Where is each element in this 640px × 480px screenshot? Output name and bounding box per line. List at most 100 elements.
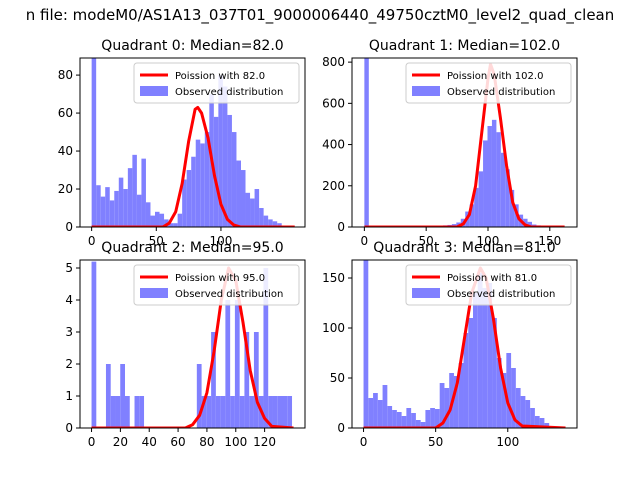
hist-bar	[115, 396, 120, 428]
hist-bar	[225, 300, 230, 428]
hist-bar	[120, 364, 125, 428]
hist-bar	[483, 288, 488, 428]
y-tick-label: 1	[65, 389, 73, 403]
hist-bar	[525, 400, 530, 428]
y-tick-label: 600	[322, 96, 345, 110]
hist-bar	[250, 199, 255, 227]
hist-bar	[425, 410, 430, 428]
hist-bar	[255, 189, 260, 227]
legend-curve-label: Poission with 82.0	[175, 71, 265, 82]
hist-bar	[240, 396, 245, 428]
x-tick-label: 50	[428, 435, 443, 449]
hist-bar	[128, 168, 133, 227]
hist-bar	[249, 396, 254, 428]
legend: Poission with 102.0 Observed distribution	[406, 63, 571, 103]
y-tick-label: 50	[330, 371, 345, 385]
x-tick-label: 60	[170, 435, 185, 449]
hist-bar	[216, 396, 221, 428]
hist-bar	[406, 408, 411, 428]
subplot-0: 0 50 100020406080Quadrant 0: Median=82.0Po…	[58, 38, 305, 248]
hist-bar	[479, 171, 483, 227]
figure: n file: modeM0/AS1A13_037T01_9000006440_…	[0, 0, 640, 480]
hist-bar	[241, 170, 246, 227]
hist-bar	[232, 132, 237, 227]
legend: Poission with 82.0 Observed distribution	[134, 63, 299, 103]
hist-bar	[483, 140, 487, 227]
hist-bar	[92, 262, 97, 428]
x-tick-label: 0	[88, 234, 96, 248]
hist-bar	[191, 157, 196, 227]
hist-bar	[364, 260, 369, 428]
y-tick-label: 40	[58, 144, 73, 158]
legend-curve-label: Poission with 81.0	[447, 273, 537, 284]
hist-bar	[387, 406, 392, 428]
hist-bar	[150, 216, 155, 227]
hist-bar	[259, 208, 264, 227]
hist-bar	[273, 396, 278, 428]
y-tick-label: 0	[65, 421, 73, 435]
hist-bar	[106, 364, 111, 428]
y-tick-label: 20	[58, 182, 73, 196]
hist-bar	[173, 223, 178, 227]
hist-bar	[373, 393, 378, 428]
subplot-title: Quadrant 2: Median=95.0	[101, 240, 283, 256]
hist-bar	[178, 214, 183, 227]
hist-bar	[221, 396, 226, 428]
legend: Poission with 95.0 Observed distribution	[134, 265, 299, 305]
hist-bar	[146, 202, 151, 227]
hist-bar	[235, 300, 240, 428]
hist-bar	[105, 187, 110, 227]
hist-bar	[230, 396, 235, 428]
x-tick-label: 40	[142, 435, 157, 449]
legend-curve-label: Poission with 95.0	[175, 273, 265, 284]
hist-bar	[101, 197, 106, 227]
hist-bar	[135, 396, 140, 428]
hist-bar	[196, 140, 201, 227]
legend-hist-label: Observed distribution	[175, 289, 283, 300]
hist-bar	[392, 410, 397, 428]
y-tick-label: 400	[322, 138, 345, 152]
hist-bar	[468, 318, 473, 428]
hist-bar	[206, 396, 211, 428]
y-tick-label: 0	[65, 220, 73, 234]
hist-bar	[223, 86, 228, 227]
hist-bar	[264, 216, 269, 227]
hist-bar	[125, 396, 130, 428]
legend-hist-label: Observed distribution	[447, 87, 555, 98]
y-tick-label: 4	[65, 293, 73, 307]
subplot-title: Quadrant 1: Median=102.0	[369, 38, 560, 54]
subplot-3: 0 50 100 0 50 100 150 Quadrant 3: Median=81.0 Po…	[322, 240, 577, 449]
legend-curve-label: Poission with 102.0	[447, 71, 543, 82]
y-tick-label: 5	[65, 261, 73, 275]
hist-bar	[492, 120, 496, 227]
x-tick-label: 100	[496, 435, 519, 449]
legend-hist-swatch	[140, 86, 168, 96]
hist-bar	[473, 293, 478, 428]
y-tick-label: 60	[58, 106, 73, 120]
subplot-title: Quadrant 0: Median=82.0	[101, 38, 283, 54]
hist-bar	[119, 178, 124, 227]
hist-bar	[430, 408, 435, 428]
legend-hist-label: Observed distribution	[175, 87, 283, 98]
x-tick-label: 80	[199, 435, 214, 449]
hist-bar	[246, 193, 251, 227]
x-tick-label: 120	[253, 435, 276, 449]
y-tick-label: 100	[322, 321, 345, 335]
hist-bar	[254, 332, 259, 428]
y-tick-label: 800	[322, 55, 345, 69]
hist-bar	[200, 143, 205, 227]
hist-bar	[283, 396, 288, 428]
hist-bar	[368, 398, 373, 428]
hist-bar	[187, 170, 192, 227]
hist-bar	[496, 132, 500, 227]
legend-hist-swatch	[140, 288, 168, 298]
y-tick-label: 200	[322, 179, 345, 193]
hist-bar	[139, 396, 144, 428]
y-tick-label: 0	[337, 421, 345, 435]
y-tick-label: 150	[322, 271, 345, 285]
x-tick-label: 0	[360, 435, 368, 449]
hist-bar	[364, 58, 368, 227]
hist-bar	[123, 189, 128, 227]
x-tick-label: 100	[224, 435, 247, 449]
hist-bar	[155, 212, 160, 227]
